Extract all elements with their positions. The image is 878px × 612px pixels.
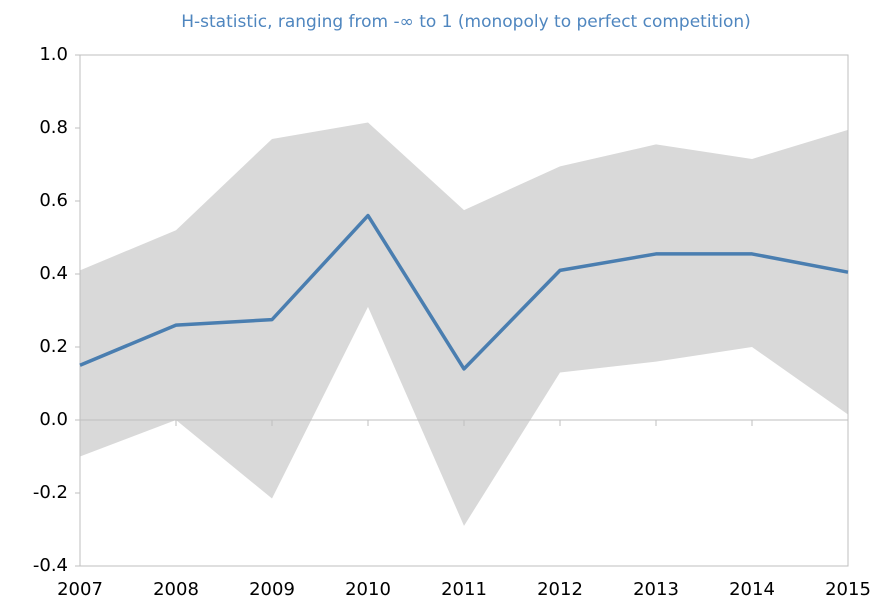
y-tick-label: 0.8 [39, 117, 68, 138]
series-line [79, 213, 849, 371]
x-tick-label: 2014 [729, 579, 775, 600]
x-tick-label: 2011 [441, 579, 487, 600]
x-tick-label: 2007 [57, 579, 103, 600]
y-tick-label: -0.2 [33, 482, 68, 503]
y-tick-label: 0.6 [39, 190, 68, 211]
y-tick-label: -0.4 [33, 555, 68, 576]
x-tick-label: 2015 [825, 579, 871, 600]
y-tick-label: 0.2 [39, 336, 68, 357]
y-tick-label: 1.0 [39, 44, 68, 65]
x-tick-label: 2008 [153, 579, 199, 600]
y-tick-label: 0.0 [39, 409, 68, 430]
x-tick-label: 2013 [633, 579, 679, 600]
plot-frame [79, 54, 849, 567]
x-tick-label: 2010 [345, 579, 391, 600]
chart-title: H-statistic, ranging from -∞ to 1 (monop… [181, 12, 751, 32]
x-tick-label: 2009 [249, 579, 295, 600]
y-tick-label: 0.4 [39, 263, 68, 284]
x-tick-label: 2012 [537, 579, 583, 600]
